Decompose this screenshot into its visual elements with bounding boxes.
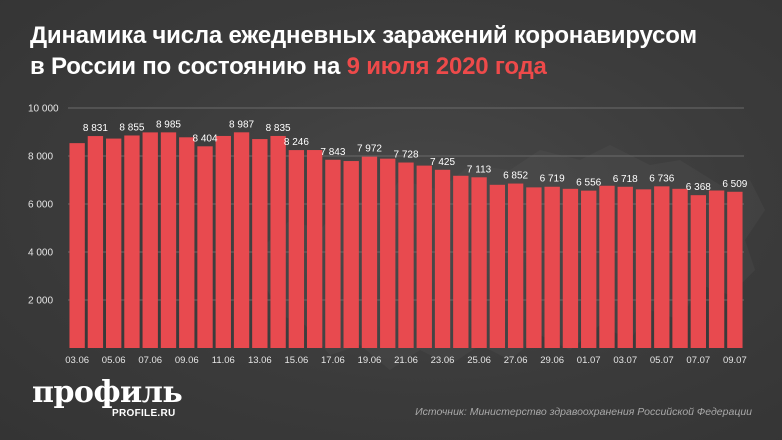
bar xyxy=(690,195,706,348)
bar-value-label: 8 831 xyxy=(83,123,108,134)
bar-value-label: 6 368 xyxy=(686,182,711,193)
bar xyxy=(270,135,286,348)
bar-value-label: 8 404 xyxy=(193,133,218,144)
title-date-highlight: 9 июля 2020 года xyxy=(346,53,547,80)
bar-value-label: 7 843 xyxy=(320,147,345,158)
bar-value-label: 7 972 xyxy=(357,144,382,155)
bar xyxy=(142,132,158,348)
bar xyxy=(708,190,725,348)
bar xyxy=(489,184,506,348)
profile-logo: профиль xyxy=(32,375,183,410)
title-line-2: в России по состоянию на 9 июля 2020 год… xyxy=(30,51,770,82)
x-tick-label: 09.06 xyxy=(175,355,199,366)
bar-value-label: 8 987 xyxy=(229,119,254,130)
source-note: Источник: Министерство здравоохранения Р… xyxy=(415,406,752,418)
bar xyxy=(106,138,122,348)
bar xyxy=(398,162,414,348)
bar xyxy=(581,190,597,348)
bar xyxy=(252,139,268,348)
x-tick-label: 09.07 xyxy=(723,355,747,366)
bar-value-label: 7 113 xyxy=(467,164,492,175)
x-tick-label: 13.06 xyxy=(248,355,272,366)
x-tick-label: 03.07 xyxy=(613,355,637,366)
bar xyxy=(306,150,323,348)
bar xyxy=(288,150,305,348)
bar-value-label: 8 985 xyxy=(156,119,181,130)
x-tick-label: 27.06 xyxy=(504,355,528,366)
bar xyxy=(416,165,432,348)
bar-value-label: 7 425 xyxy=(430,157,455,168)
profile-logo-url: PROFILE.RU xyxy=(112,408,176,419)
y-tick-label: 6 000 xyxy=(28,200,53,211)
bar xyxy=(562,188,579,348)
bar xyxy=(654,186,670,348)
x-tick-label: 11.06 xyxy=(212,355,235,366)
bar-value-label: 6 509 xyxy=(722,179,747,190)
bar xyxy=(507,183,524,348)
bar xyxy=(526,187,542,348)
bar-value-label: 6 718 xyxy=(613,174,638,185)
bar xyxy=(635,189,652,348)
x-tick-label: 25.06 xyxy=(467,355,491,366)
bar xyxy=(453,175,469,348)
bar-value-label: 6 719 xyxy=(540,174,565,185)
bar xyxy=(471,177,487,348)
bar xyxy=(380,158,396,348)
bar xyxy=(617,186,633,348)
x-tick-label: 19.06 xyxy=(358,355,382,366)
x-tick-label: 05.07 xyxy=(650,355,674,366)
bar xyxy=(727,191,743,348)
x-tick-label: 17.06 xyxy=(321,355,345,366)
bar-value-label: 7 728 xyxy=(393,150,418,161)
bar xyxy=(233,132,250,348)
x-tick-label: 23.06 xyxy=(431,355,455,366)
bar-value-label: 8 855 xyxy=(119,122,144,133)
title-line-1: Динамика числа ежедневных заражений коро… xyxy=(30,22,697,49)
x-tick-label: 21.06 xyxy=(394,355,418,366)
chart-title: Динамика числа ежедневных заражений коро… xyxy=(30,20,770,82)
bar-value-label: 6 556 xyxy=(576,178,601,189)
bar xyxy=(160,132,177,348)
x-tick-label: 03.06 xyxy=(65,355,89,366)
bar xyxy=(69,143,85,348)
bar xyxy=(599,185,615,348)
x-tick-label: 01.07 xyxy=(577,355,601,366)
y-tick-label: 10 000 xyxy=(28,104,59,115)
bar xyxy=(343,161,359,348)
bar xyxy=(544,186,560,348)
y-tick-label: 8 000 xyxy=(28,152,53,163)
bar xyxy=(325,159,341,348)
x-tick-label: 15.06 xyxy=(284,355,308,366)
y-tick-label: 2 000 xyxy=(28,296,53,307)
bar-value-label: 8 835 xyxy=(266,123,291,134)
bar xyxy=(434,169,451,348)
title-line-2-prefix: в России по состоянию на xyxy=(30,53,347,80)
x-tick-label: 05.06 xyxy=(102,355,126,366)
bar xyxy=(87,136,104,348)
bar-value-label: 6 852 xyxy=(503,171,528,182)
bar xyxy=(124,135,140,348)
bar xyxy=(215,135,231,348)
bar xyxy=(672,188,688,348)
bar xyxy=(179,137,195,348)
y-tick-label: 4 000 xyxy=(28,248,53,259)
bar xyxy=(361,156,378,348)
x-tick-label: 29.06 xyxy=(540,355,564,366)
x-tick-label: 07.07 xyxy=(686,355,710,366)
bar xyxy=(197,146,213,348)
x-tick-label: 07.06 xyxy=(138,355,162,366)
bar-value-label: 6 736 xyxy=(649,173,674,184)
bar-value-label: 8 246 xyxy=(284,137,309,148)
